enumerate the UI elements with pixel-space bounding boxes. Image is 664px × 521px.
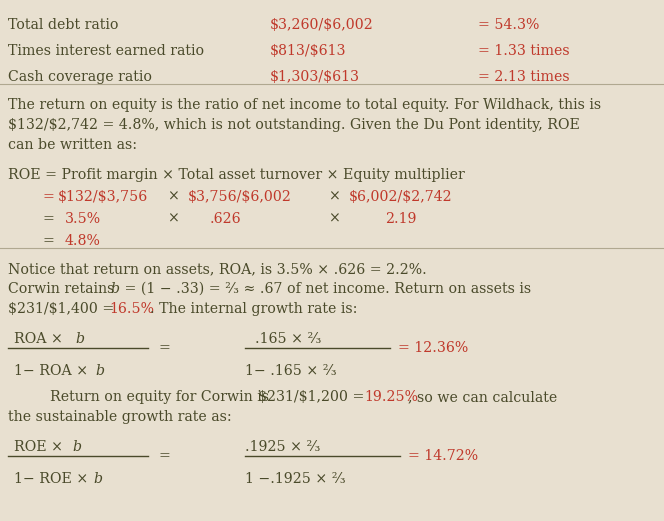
Text: .1925 × ²⁄₃: .1925 × ²⁄₃	[245, 440, 320, 454]
Text: ROA ×: ROA ×	[14, 332, 67, 346]
Text: 1− .165 × ²⁄₃: 1− .165 × ²⁄₃	[245, 364, 337, 378]
Text: ROE ×: ROE ×	[14, 440, 68, 454]
Text: b: b	[110, 282, 119, 296]
Text: .626: .626	[210, 212, 242, 226]
Text: =: =	[42, 212, 54, 226]
Text: 1 −.1925 × ²⁄₃: 1 −.1925 × ²⁄₃	[245, 472, 346, 486]
Text: \$3,756/\$6,002: \$3,756/\$6,002	[188, 190, 292, 204]
Text: \$132/\$2,742 = 4.8%, which is not outstanding. Given the Du Pont identity, ROE: \$132/\$2,742 = 4.8%, which is not outst…	[8, 118, 580, 132]
Text: = 12.36%: = 12.36%	[398, 341, 468, 355]
Text: b: b	[75, 332, 84, 346]
Text: 1− ROE ×: 1− ROE ×	[14, 472, 93, 486]
Text: the sustainable growth rate as:: the sustainable growth rate as:	[8, 410, 232, 424]
Text: 16.5%: 16.5%	[109, 302, 154, 316]
Text: Return on equity for Corwin is: Return on equity for Corwin is	[50, 390, 274, 404]
Text: =: =	[158, 341, 170, 355]
Text: b: b	[72, 440, 81, 454]
Text: =: =	[42, 234, 54, 248]
Text: 3.5%: 3.5%	[65, 212, 101, 226]
Text: \$6,002/\$2,742: \$6,002/\$2,742	[349, 190, 453, 204]
Text: ×: ×	[167, 212, 179, 226]
Text: ROE = Profit margin × Total asset turnover × Equity multiplier: ROE = Profit margin × Total asset turnov…	[8, 168, 465, 182]
Text: , so we can calculate: , so we can calculate	[408, 390, 557, 404]
Text: = (1 − .33) = ²⁄₃ ≈ .67 of net income. Return on assets is: = (1 − .33) = ²⁄₃ ≈ .67 of net income. R…	[120, 282, 531, 296]
Text: \$132/\$3,756: \$132/\$3,756	[58, 190, 148, 204]
Text: \$231/\$1,200 =: \$231/\$1,200 =	[258, 390, 369, 404]
Text: b: b	[95, 364, 104, 378]
Text: Times interest earned ratio: Times interest earned ratio	[8, 44, 204, 58]
Text: =: =	[158, 449, 170, 463]
Text: Cash coverage ratio: Cash coverage ratio	[8, 70, 152, 84]
Text: \$231/\$1,400 =: \$231/\$1,400 =	[8, 302, 119, 316]
Text: The return on equity is the ratio of net income to total equity. For Wildhack, t: The return on equity is the ratio of net…	[8, 98, 601, 112]
Text: \$1,303/\$613: \$1,303/\$613	[270, 70, 360, 84]
Text: 19.25%: 19.25%	[364, 390, 418, 404]
Text: b: b	[93, 472, 102, 486]
Text: . The internal growth rate is:: . The internal growth rate is:	[150, 302, 357, 316]
Text: can be written as:: can be written as:	[8, 138, 137, 152]
Text: \$813/\$613: \$813/\$613	[270, 44, 347, 58]
Text: ×: ×	[328, 190, 340, 204]
Text: .165 × ²⁄₃: .165 × ²⁄₃	[255, 332, 321, 346]
Text: Notice that return on assets, ROA, is 3.5% × .626 = 2.2%.: Notice that return on assets, ROA, is 3.…	[8, 262, 427, 276]
Text: 1− ROA ×: 1− ROA ×	[14, 364, 92, 378]
Text: 2.19: 2.19	[385, 212, 416, 226]
Text: = 2.13 times: = 2.13 times	[478, 70, 570, 84]
Text: = 1.33 times: = 1.33 times	[478, 44, 570, 58]
Text: = 14.72%: = 14.72%	[408, 449, 478, 463]
Text: 4.8%: 4.8%	[65, 234, 101, 248]
Text: ×: ×	[167, 190, 179, 204]
Text: Total debt ratio: Total debt ratio	[8, 18, 118, 32]
Text: = 54.3%: = 54.3%	[478, 18, 539, 32]
Text: =: =	[42, 190, 54, 204]
Text: ×: ×	[328, 212, 340, 226]
Text: Corwin retains: Corwin retains	[8, 282, 119, 296]
Text: \$3,260/\$6,002: \$3,260/\$6,002	[270, 18, 374, 32]
